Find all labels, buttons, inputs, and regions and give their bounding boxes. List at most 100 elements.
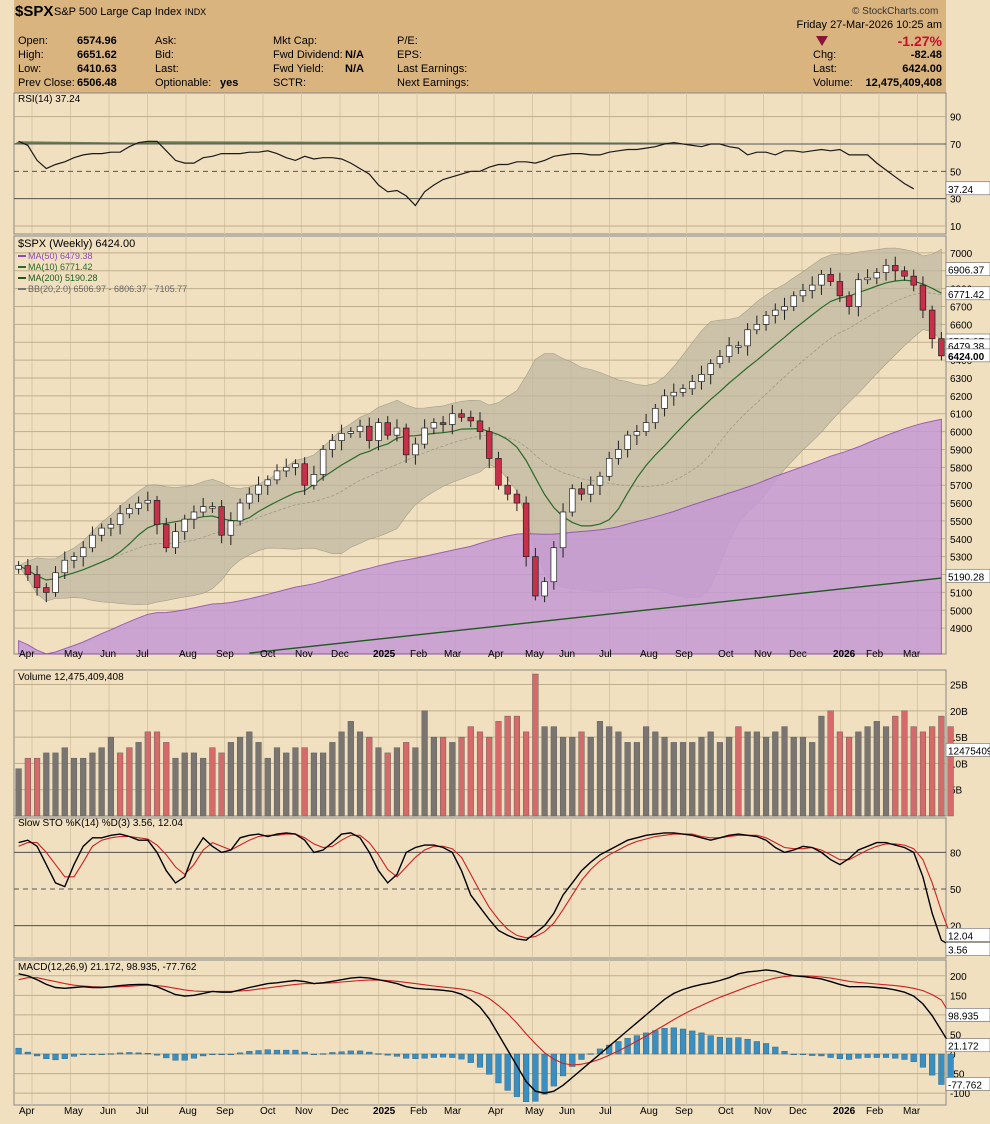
- volume-bar: [753, 731, 760, 817]
- candle: [135, 502, 142, 509]
- volume-bar: [283, 752, 290, 817]
- rsi-overbought-fill: [14, 141, 683, 144]
- macd-hist-tag-box: [945, 1077, 990, 1091]
- price-tick-label: 5800: [950, 463, 973, 474]
- sto-title: Slow STO %K(14) %D(3) 3.56, 12.04: [18, 818, 183, 829]
- price-tag: 5190.28: [948, 572, 985, 583]
- candle: [578, 488, 585, 495]
- macd-histogram-bar: [70, 1053, 78, 1057]
- price-tick-label: 5500: [950, 517, 973, 528]
- candle: [255, 484, 262, 495]
- candle: [181, 518, 188, 533]
- volume-bar: [919, 731, 926, 817]
- sto-k-line: [18, 832, 951, 947]
- candle: [633, 431, 641, 436]
- volume-bar: [237, 736, 244, 817]
- volume-bar: [762, 736, 770, 817]
- volume-bar: [578, 731, 585, 817]
- candle: [172, 531, 179, 549]
- macd-histogram-bar: [393, 1053, 401, 1057]
- price-tick-label: 6300: [950, 374, 973, 385]
- macd-histogram-bar: [273, 1049, 281, 1055]
- macd-value-tag-box: [945, 1038, 990, 1053]
- macd-histogram-bar: [292, 1049, 299, 1055]
- volume-bar: [181, 752, 188, 817]
- candle: [772, 309, 779, 316]
- symbol-title: $SPX: [15, 3, 54, 20]
- price-tag-box: [945, 286, 990, 301]
- candle: [808, 284, 816, 291]
- macd-histogram-bar: [882, 1053, 890, 1058]
- candle: [144, 500, 152, 504]
- candle: [338, 433, 345, 441]
- x-axis-month-label: Oct: [260, 1106, 276, 1117]
- candle: [873, 272, 881, 279]
- volume-bar: [855, 731, 862, 817]
- price-tick-label: 5700: [950, 481, 973, 492]
- macd-histogram-bar: [809, 1053, 816, 1056]
- macd-histogram-bar: [135, 1052, 142, 1055]
- volume-bar: [366, 736, 373, 817]
- volume-bar: [827, 710, 834, 817]
- x-axis-month-label: Jun: [100, 649, 116, 660]
- macd-tick-label: 50: [950, 1030, 962, 1041]
- candle: [605, 458, 613, 477]
- macd-histogram-bar: [190, 1053, 198, 1059]
- candle: [375, 422, 382, 441]
- candle: [513, 493, 521, 504]
- macd-histogram-bar: [615, 1041, 622, 1055]
- macd-signal-tag: 98.935: [948, 1011, 979, 1022]
- last-price-value: 6424.00: [902, 63, 942, 75]
- macd-histogram-bar: [532, 1053, 539, 1102]
- price-tag-box: [945, 568, 990, 583]
- macd-histogram-bar: [283, 1049, 290, 1055]
- candle: [652, 408, 659, 424]
- high-label: High:: [18, 49, 44, 61]
- volume-bar: [15, 768, 22, 817]
- macd-histogram-bar: [255, 1050, 262, 1055]
- x-axis-month-label: Nov: [295, 649, 313, 660]
- price-tick-label: 6600: [950, 320, 973, 331]
- macd-histogram-bar: [440, 1053, 447, 1058]
- candle: [393, 427, 401, 436]
- candle: [52, 572, 59, 593]
- volume-bar: [144, 731, 151, 817]
- macd-histogram-bar: [264, 1049, 271, 1055]
- price-tag-box: [945, 348, 990, 363]
- volume-bar: [790, 736, 797, 817]
- x-axis-month-label: Aug: [640, 649, 658, 660]
- ma50-area: [18, 418, 942, 655]
- volume-bar: [89, 752, 96, 817]
- candle: [504, 484, 511, 495]
- price-tick-label: 5100: [950, 588, 973, 599]
- volume-bar: [559, 736, 567, 817]
- chg-value: -82.48: [910, 49, 942, 61]
- fwd-dividend-label: Fwd Dividend:: [273, 49, 343, 61]
- macd-histogram-bar: [846, 1053, 853, 1060]
- volume-bar: [726, 736, 733, 817]
- candle: [126, 508, 133, 515]
- next-earnings-label: Next Earnings:: [397, 77, 470, 89]
- volume-bar: [781, 726, 788, 817]
- x-axis-month-label: Aug: [640, 1106, 658, 1117]
- candle: [356, 425, 364, 432]
- macd-histogram-bar: [467, 1053, 474, 1063]
- macd-panel: [13, 959, 947, 1106]
- rsi-tick-label: 90: [950, 113, 962, 124]
- macd-histogram-bar: [569, 1053, 576, 1067]
- prev-close-value: 6506.48: [77, 77, 117, 89]
- candle: [458, 413, 465, 418]
- sto-tick-label: 50: [950, 885, 962, 896]
- volume-bar: [643, 726, 650, 817]
- rsi-tick-label: 10: [950, 222, 962, 233]
- candle: [670, 391, 677, 397]
- candle: [587, 484, 594, 495]
- macd-histogram-bar: [827, 1053, 834, 1058]
- candle: [845, 295, 853, 307]
- volume-bar: [901, 710, 908, 817]
- candle: [209, 506, 216, 509]
- candle: [199, 506, 207, 513]
- candle: [421, 427, 428, 445]
- sto-d-tag: 12.04: [948, 931, 973, 942]
